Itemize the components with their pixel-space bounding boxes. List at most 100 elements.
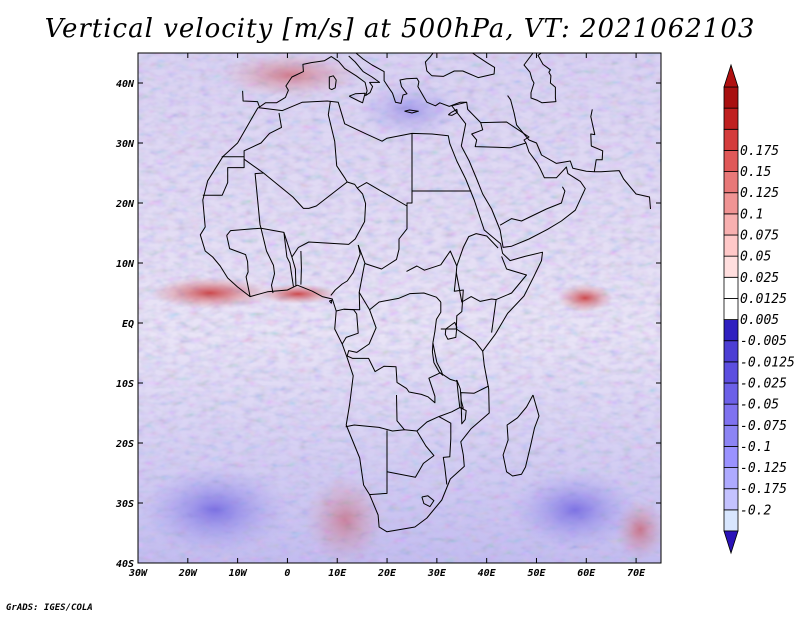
map-plot-area (138, 53, 661, 563)
border-west-africa-1 (226, 235, 251, 297)
border-uganda-kenya-ethiopia (453, 272, 497, 333)
lat-tick-label: 40N (116, 79, 135, 90)
colorbar-label: -0.025 (740, 377, 787, 392)
border-west-africa-3 (283, 232, 294, 287)
border-east-africa (440, 328, 484, 352)
black-sea-south-outline (431, 53, 496, 79)
border-tanzania-kenya-uganda (440, 372, 458, 382)
border-ethiopia-somalia (495, 256, 527, 301)
map-coastlines-and-borders (199, 53, 651, 533)
iran-coast-outline (528, 139, 651, 210)
lake-malawi-outline (456, 379, 464, 409)
lake-tanganyika-outline (431, 342, 444, 376)
madagascar-outline (502, 394, 540, 477)
border-nigeria-cameroon (330, 244, 361, 296)
lon-tick-label: 0 (284, 568, 290, 579)
lat-tick-label: 40S (116, 559, 134, 570)
africa-outline (199, 100, 543, 533)
lat-tick-label: 30S (115, 499, 134, 510)
lon-tick-label: 40E (478, 568, 497, 579)
colorbar-swatch (723, 361, 739, 384)
colorbar-label: 0.175 (740, 144, 779, 159)
ascent-region-west-africa (150, 277, 270, 309)
colorbar-label: -0.125 (740, 461, 787, 476)
lat-tick-label: EQ (122, 319, 134, 330)
map-frame (137, 52, 662, 564)
colorbar-label: -0.175 (740, 482, 787, 497)
colorbar-swatch (723, 128, 739, 151)
colorbar-swatch (723, 403, 739, 426)
lon-tick-label: 30W (128, 568, 148, 579)
border-western-sahara (202, 156, 245, 196)
descent-region-south-indian (510, 470, 640, 550)
colorbar-label: 0.0125 (740, 292, 787, 307)
lon-tick-label: 10W (229, 568, 248, 579)
lat-tick-label: 10N (116, 259, 135, 270)
crete-outline (404, 109, 419, 114)
lon-tick-label: 60E (577, 568, 596, 579)
ascent-region-mediterranean (220, 53, 360, 97)
border-iran-afghanistan-pak (590, 109, 604, 172)
border-namibia-botswana-sa (369, 430, 388, 496)
border-drc-east (432, 302, 442, 343)
border-drc-west (346, 309, 441, 404)
colorbar-swatch (723, 488, 739, 511)
border-namibia-sa-lesotho (421, 495, 435, 508)
colorbar-swatch (723, 107, 739, 130)
border-morocco-algeria (243, 112, 282, 157)
colorbar-label: -0.005 (740, 334, 787, 349)
colorbar-label: -0.0125 (740, 355, 795, 370)
grads-credit: GrADS: IGES/COLA (6, 603, 93, 613)
colorbar-swatch (723, 255, 739, 278)
colorbar-swatch (723, 192, 739, 215)
border-west-africa-2 (260, 228, 275, 294)
lon-tick-label: 50E (527, 568, 546, 579)
ascent-region-south-atlantic (305, 475, 385, 563)
lat-tick-label: 20N (115, 199, 135, 210)
colorbar-swatch (723, 467, 739, 490)
lat-tick-label: 10S (116, 379, 134, 390)
colorbar-label: 0.005 (740, 313, 779, 328)
border-zambia-zimbabwe-moz (416, 416, 452, 485)
border-algeria-libya-tunisia (327, 101, 348, 183)
black-sea-outline (424, 53, 434, 77)
colorbar-label: 0.15 (740, 165, 771, 180)
lon-tick-label: 20E (377, 568, 397, 579)
lon-tick-label: 30E (427, 568, 447, 579)
colorbar-swatch (723, 382, 739, 405)
colorbar-swatch (723, 298, 739, 320)
map-title: Vertical velocity [m/s] at 500hPa, VT: 2… (44, 14, 756, 44)
balkan-turkey-coast-outline (355, 53, 467, 107)
colorbar-label: -0.1 (740, 440, 771, 455)
lon-tick-label: 70E (627, 568, 646, 579)
colorbar-label: 0.025 (740, 271, 779, 286)
border-chad-sudan-car (357, 206, 408, 270)
colorbar-label: -0.2 (740, 503, 771, 518)
ascent-region-gulf-guinea (258, 284, 338, 304)
lat-tick-label: 30N (115, 139, 135, 150)
border-cameroon-gabon (336, 263, 366, 312)
europe-coast-outline (242, 55, 381, 108)
border-saudi-iraq-jordan (471, 122, 527, 149)
colorbar-swatch (723, 171, 739, 194)
colorbar: -0.2 -0.175 -0.125 -0.1 -0.075 -0.05 -0.025 -0.… (723, 63, 795, 555)
descent-region-south-atlantic (140, 465, 290, 555)
border-algeria-mali-niger (260, 172, 367, 258)
caspian-sea-outline (523, 53, 557, 104)
colorbar-swatch (723, 319, 739, 342)
colorbar-label: 0.05 (740, 250, 771, 265)
lon-tick-label: 10E (328, 568, 347, 579)
colorbar-swatch (723, 424, 739, 447)
border-moz-malawi-tanzania (438, 385, 489, 425)
sardinia-outline (328, 75, 337, 91)
sicily-outline (348, 92, 366, 104)
bioko-outline (328, 299, 333, 304)
colorbar-label: -0.075 (740, 419, 787, 434)
border-nigeria (300, 250, 302, 285)
colorbar-swatch (723, 234, 739, 257)
lake-victoria-outline (444, 321, 458, 340)
colorbar-swatch (723, 86, 739, 109)
colorbar-swatch (723, 340, 739, 363)
colorbar-label: 0.125 (740, 186, 779, 201)
